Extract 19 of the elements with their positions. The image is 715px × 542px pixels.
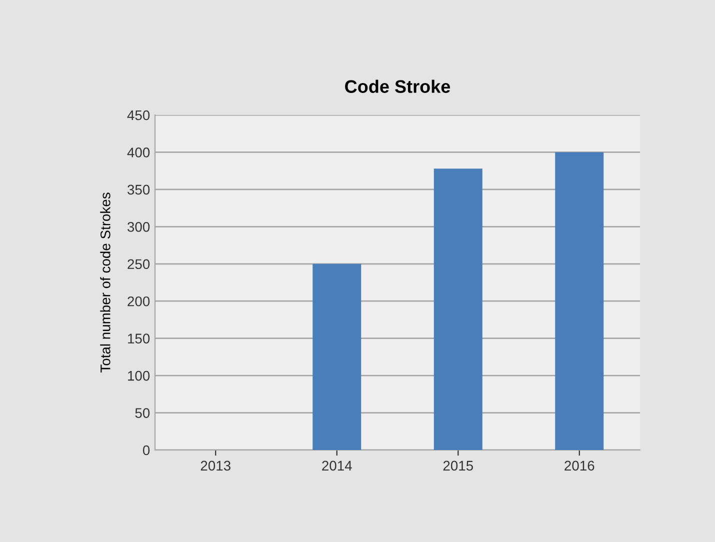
x-tick-label: 2015: [443, 460, 473, 471]
x-tick-label: 2013: [200, 460, 230, 471]
x-tick-label: 2014: [322, 460, 352, 471]
y-tick-label: 200: [128, 296, 150, 306]
x-tick-label: 2016: [564, 460, 594, 471]
bar: [555, 152, 604, 450]
y-axis-title: Total number of code Strokes: [100, 192, 110, 373]
y-tick-label: 400: [127, 148, 150, 158]
y-tick-label: 250: [128, 259, 150, 270]
chart-title: Code Stroke: [345, 80, 450, 93]
y-tick-label: 100: [128, 370, 150, 381]
y-tick-label: 50: [135, 408, 150, 418]
y-tick-label: 350: [128, 184, 150, 195]
y-tick-label: 150: [128, 334, 150, 344]
y-tick-label: 300: [128, 222, 150, 232]
bar: [434, 168, 482, 450]
y-tick-label: 450: [127, 110, 150, 120]
bar: [312, 264, 362, 450]
y-tick-label: 0: [142, 445, 150, 456]
